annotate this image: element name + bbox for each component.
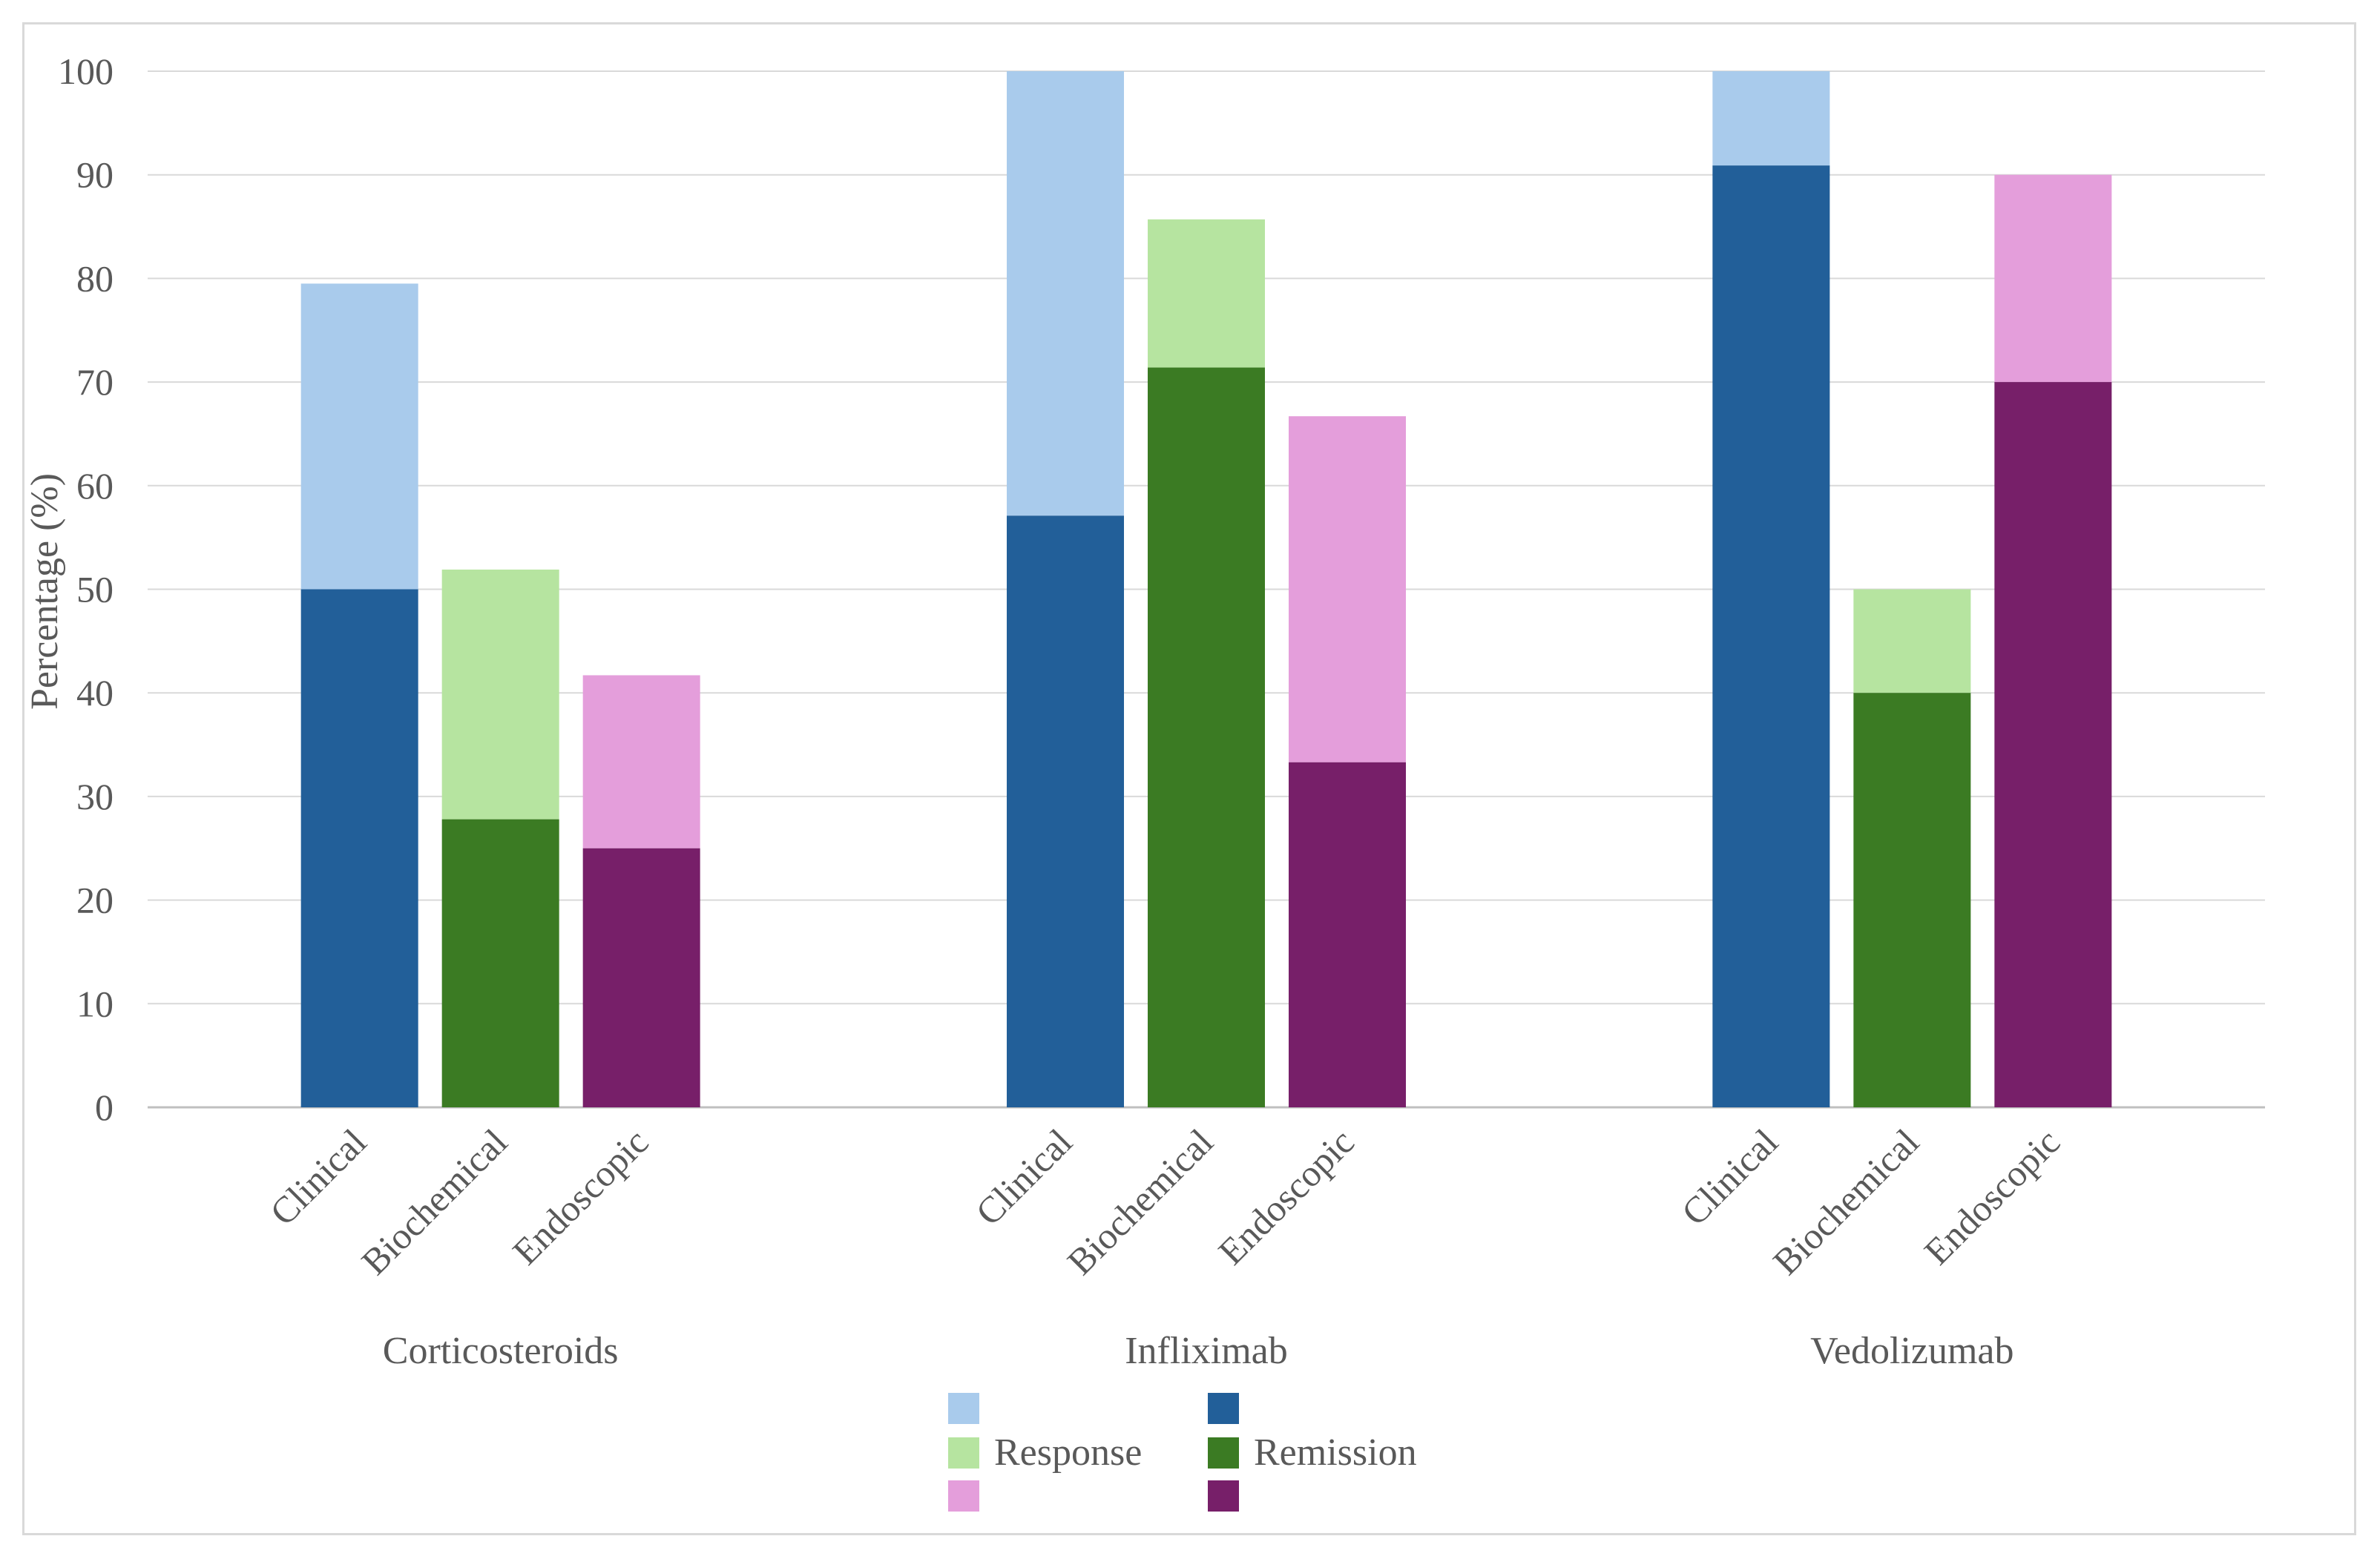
axis: 0 10 20 30 40 50 60 70 80 90 100 Percentage (%) bbox=[24, 50, 114, 1128]
bars bbox=[300, 71, 2112, 1108]
bar-remission-vedolizumab-endoscopic bbox=[1994, 382, 2112, 1107]
group-label-vedolizumab: Vedolizumab bbox=[1810, 1330, 2014, 1372]
group-label-infliximab: Infliximab bbox=[1125, 1330, 1288, 1372]
legend-swatch-remission-clinical bbox=[1208, 1393, 1239, 1424]
category-label-endoscopic: Endoscopic bbox=[1210, 1121, 1362, 1273]
y-tick-label-70: 70 bbox=[76, 361, 114, 403]
labels: ClinicalBiochemicalEndoscopicCorticoster… bbox=[262, 1121, 2068, 1372]
bar-remission-infliximab-endoscopic bbox=[1289, 762, 1406, 1107]
chart-frame: 0 10 20 30 40 50 60 70 80 90 100 Percentage (%) Cli… bbox=[22, 22, 2356, 1535]
legend: Response Remission bbox=[948, 1393, 1417, 1512]
legend-swatch-remission-biochemical bbox=[1208, 1437, 1239, 1469]
y-tick-label-90: 90 bbox=[76, 154, 114, 196]
group-label-corticosteroids: Corticosteroids bbox=[383, 1330, 619, 1372]
legend-swatch-remission-endoscopic bbox=[1208, 1480, 1239, 1512]
legend-label-remission: Remission bbox=[1254, 1431, 1417, 1474]
legend-label-response: Response bbox=[994, 1431, 1142, 1474]
y-axis-title: Percentage (%) bbox=[24, 473, 66, 710]
category-label-endoscopic: Endoscopic bbox=[504, 1121, 657, 1273]
bar-response-vedolizumab-clinical bbox=[1712, 71, 1830, 166]
bar-remission-corticosteroids-biochemical bbox=[441, 819, 559, 1107]
category-label-biochemical: Biochemical bbox=[353, 1121, 515, 1282]
bar-response-vedolizumab-endoscopic bbox=[1994, 174, 2112, 383]
bar-remission-vedolizumab-biochemical bbox=[1853, 693, 1971, 1107]
y-tick-label-30: 30 bbox=[76, 776, 114, 817]
legend-swatch-response-biochemical bbox=[948, 1437, 979, 1469]
bar-response-corticosteroids-endoscopic bbox=[582, 675, 700, 848]
bar-response-corticosteroids-clinical bbox=[300, 283, 418, 590]
bar-response-infliximab-biochemical bbox=[1148, 219, 1265, 368]
legend-swatch-response-endoscopic bbox=[948, 1480, 979, 1512]
chart-svg: 0 10 20 30 40 50 60 70 80 90 100 Percentage (%) Cli… bbox=[24, 50, 2265, 1512]
y-tick-label-50: 50 bbox=[76, 569, 114, 610]
bar-remission-vedolizumab-clinical bbox=[1712, 165, 1830, 1108]
bar-response-corticosteroids-biochemical bbox=[441, 569, 559, 820]
category-label-biochemical: Biochemical bbox=[1765, 1121, 1927, 1282]
legend-swatch-response-clinical bbox=[948, 1393, 979, 1424]
y-tick-label-100: 100 bbox=[58, 50, 114, 92]
bar-response-vedolizumab-biochemical bbox=[1853, 589, 1971, 693]
bar-remission-infliximab-biochemical bbox=[1148, 367, 1265, 1107]
y-tick-label-10: 10 bbox=[76, 983, 114, 1024]
y-tick-label-80: 80 bbox=[76, 257, 114, 299]
y-tick-label-20: 20 bbox=[76, 880, 114, 921]
category-label-endoscopic: Endoscopic bbox=[1916, 1121, 2068, 1273]
bar-response-infliximab-endoscopic bbox=[1289, 416, 1406, 762]
category-label-clinical: Clinical bbox=[262, 1121, 375, 1233]
category-label-clinical: Clinical bbox=[1674, 1121, 1786, 1233]
bar-response-infliximab-clinical bbox=[1007, 71, 1124, 516]
category-label-biochemical: Biochemical bbox=[1059, 1121, 1221, 1282]
bar-remission-infliximab-clinical bbox=[1007, 515, 1124, 1107]
y-tick-label-40: 40 bbox=[76, 672, 114, 713]
y-tick-label-0: 0 bbox=[95, 1087, 114, 1128]
bar-remission-corticosteroids-endoscopic bbox=[582, 848, 700, 1107]
category-label-clinical: Clinical bbox=[967, 1121, 1080, 1233]
y-tick-label-60: 60 bbox=[76, 465, 114, 507]
bar-remission-corticosteroids-clinical bbox=[300, 589, 418, 1107]
